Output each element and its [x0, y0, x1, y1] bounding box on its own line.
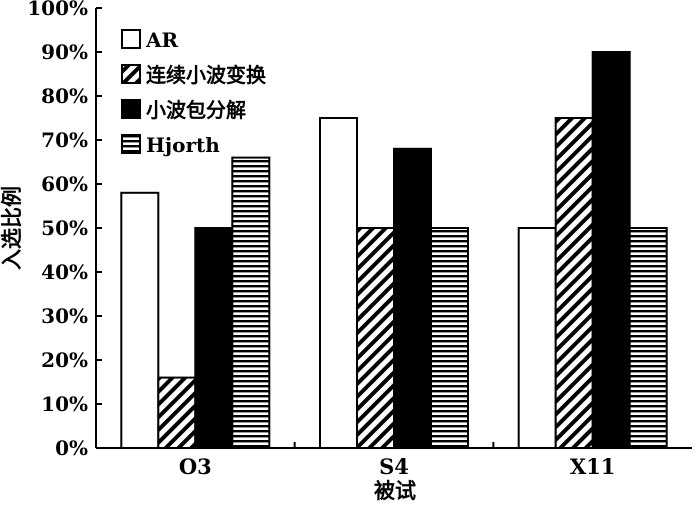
y-axis-title: 入选比例 — [0, 186, 24, 270]
bars-layer — [120, 51, 668, 450]
bar-s4-series-3 — [430, 227, 469, 449]
y-tick-label: 90% — [41, 40, 88, 64]
bar-o3-series-3 — [231, 156, 271, 449]
y-tick-label: 50% — [41, 216, 88, 240]
legend-swatch-3 — [121, 134, 141, 154]
y-tick-label: 10% — [41, 392, 88, 416]
legend-label-3: Hjorth — [146, 133, 220, 157]
y-tick-label: 40% — [41, 260, 88, 284]
bar-o3-series-1 — [157, 376, 197, 450]
bar-x11-series-0 — [517, 227, 557, 449]
legend-label-2: 小波包分解 — [146, 98, 246, 122]
bar-s4-series-2 — [393, 147, 432, 450]
bar-o3-series-0 — [120, 191, 160, 449]
legend-swatch-0 — [121, 29, 141, 49]
y-ticks-layer: 0% 10% 20% 30% 40% 50% 60% 70% 80% 90% 100% — [27, 0, 102, 460]
bar-o3-series-2 — [194, 227, 234, 449]
y-tick-label: 0% — [55, 436, 88, 460]
y-tick-label: 30% — [41, 304, 88, 328]
y-tick-label: 20% — [41, 348, 88, 372]
bar-x11-series-3 — [628, 227, 668, 449]
y-tick-label: 70% — [41, 128, 88, 152]
legend-swatch-1 — [121, 64, 141, 84]
y-axis-title-group: 入选比例 — [0, 186, 24, 270]
x-category-label: S4 — [379, 454, 409, 479]
legend-swatch-2 — [121, 99, 141, 119]
x-axis-title: 被试 — [374, 478, 416, 503]
x-category-label: X11 — [570, 454, 616, 479]
bar-x11-series-1 — [554, 117, 594, 449]
legend-label-1: 连续小波变换 — [146, 63, 267, 87]
y-tick-label: 60% — [41, 172, 88, 196]
y-tick-label: 80% — [41, 84, 88, 108]
legend-label-0: AR — [145, 28, 179, 52]
y-tick-label: 100% — [27, 0, 88, 20]
bar-s4-series-1 — [356, 227, 395, 449]
bar-s4-series-0 — [319, 117, 358, 449]
bar-x11-series-2 — [591, 51, 631, 449]
x-category-label: O3 — [179, 454, 212, 479]
x-categories-layer: O3 S4 X11 — [179, 442, 616, 479]
